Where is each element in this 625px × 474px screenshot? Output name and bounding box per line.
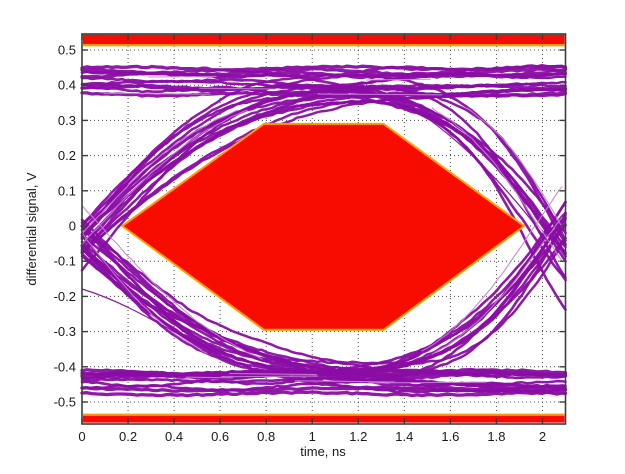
x-tick-label: 0.6 <box>211 429 229 444</box>
signal-trace <box>80 100 567 263</box>
y-tick-label: 0 <box>69 219 76 234</box>
signal-trace <box>80 63 567 241</box>
signal-trace <box>466 107 563 228</box>
x-tick-label: 0.2 <box>119 429 137 444</box>
signal-trace <box>80 72 567 227</box>
signal-trace <box>80 218 567 378</box>
signal-trace <box>80 390 568 398</box>
signal-trace <box>80 92 567 254</box>
y-tick-label: 0.5 <box>58 43 76 58</box>
mask-bars-layer <box>83 34 565 423</box>
mask-bottom-bar-edge <box>83 413 565 416</box>
signal-trace <box>81 288 213 353</box>
x-tick-label: 1.2 <box>349 429 367 444</box>
signal-trace <box>80 87 567 255</box>
signal-trace <box>368 381 487 384</box>
y-tick-label: 0.1 <box>58 183 76 198</box>
x-tick-label: 0.8 <box>257 429 275 444</box>
y-tick-label: -0.2 <box>54 289 76 304</box>
tick-labels-layer: 0 0.2 0.4 0.6 0.8 1 1.2 1.4 1.6 1.8 2 0.5 0.4 0.3 0.2 0… <box>54 43 546 444</box>
signal-trace <box>81 231 208 354</box>
eye-mask-polygon <box>121 122 526 331</box>
signal-trace <box>429 119 549 243</box>
y-tick-label: -0.4 <box>54 359 76 374</box>
signal-trace <box>80 89 567 253</box>
signal-trace <box>80 225 567 365</box>
axis-box-layer <box>81 33 567 425</box>
signal-trace <box>80 221 567 396</box>
signal-trace <box>103 92 211 95</box>
signal-trace <box>421 186 563 352</box>
x-tick-label: 1.8 <box>487 429 505 444</box>
y-tick-label: 0.4 <box>58 78 76 93</box>
signal-trace <box>199 87 275 90</box>
signal-trace <box>185 376 234 379</box>
y-tick-label: -0.5 <box>54 395 76 410</box>
signal-trace <box>80 88 567 240</box>
signal-trace <box>80 240 567 391</box>
signal-trace <box>431 107 563 262</box>
x-tick-label: 2 <box>539 429 546 444</box>
x-axis-label: time, ns <box>300 444 346 459</box>
x-tick-label: 1.6 <box>441 429 459 444</box>
signal-trace <box>229 372 318 376</box>
signal-trace <box>80 80 567 232</box>
signal-trace <box>81 109 248 246</box>
signal-trace <box>431 216 563 355</box>
y-axis-label: differential signal, V <box>24 172 39 286</box>
signal-trace <box>294 380 395 383</box>
signal-trace <box>81 109 238 235</box>
x-tick-label: 1 <box>309 429 316 444</box>
axis-box <box>81 33 567 425</box>
mask-top-bar <box>83 34 565 45</box>
y-tick-label: 0.2 <box>58 148 76 163</box>
x-tick-label: 0.4 <box>165 429 183 444</box>
signal-trace <box>365 78 432 81</box>
signal-trace <box>80 244 567 394</box>
signal-trace <box>81 204 263 360</box>
mask-polygon-layer <box>121 122 526 331</box>
eye-traces-layer <box>80 63 568 398</box>
signal-trace <box>221 375 319 378</box>
signal-trace <box>317 93 443 96</box>
y-tick-label: -0.1 <box>54 254 76 269</box>
y-tick-label: -0.3 <box>54 324 76 339</box>
mask-top-bar-edge <box>83 44 565 47</box>
signal-trace <box>148 75 217 78</box>
x-tick-label: 0 <box>78 429 85 444</box>
mask-bottom-bar <box>83 415 565 423</box>
x-tick-label: 1.4 <box>395 429 413 444</box>
y-tick-label: 0.3 <box>58 113 76 128</box>
